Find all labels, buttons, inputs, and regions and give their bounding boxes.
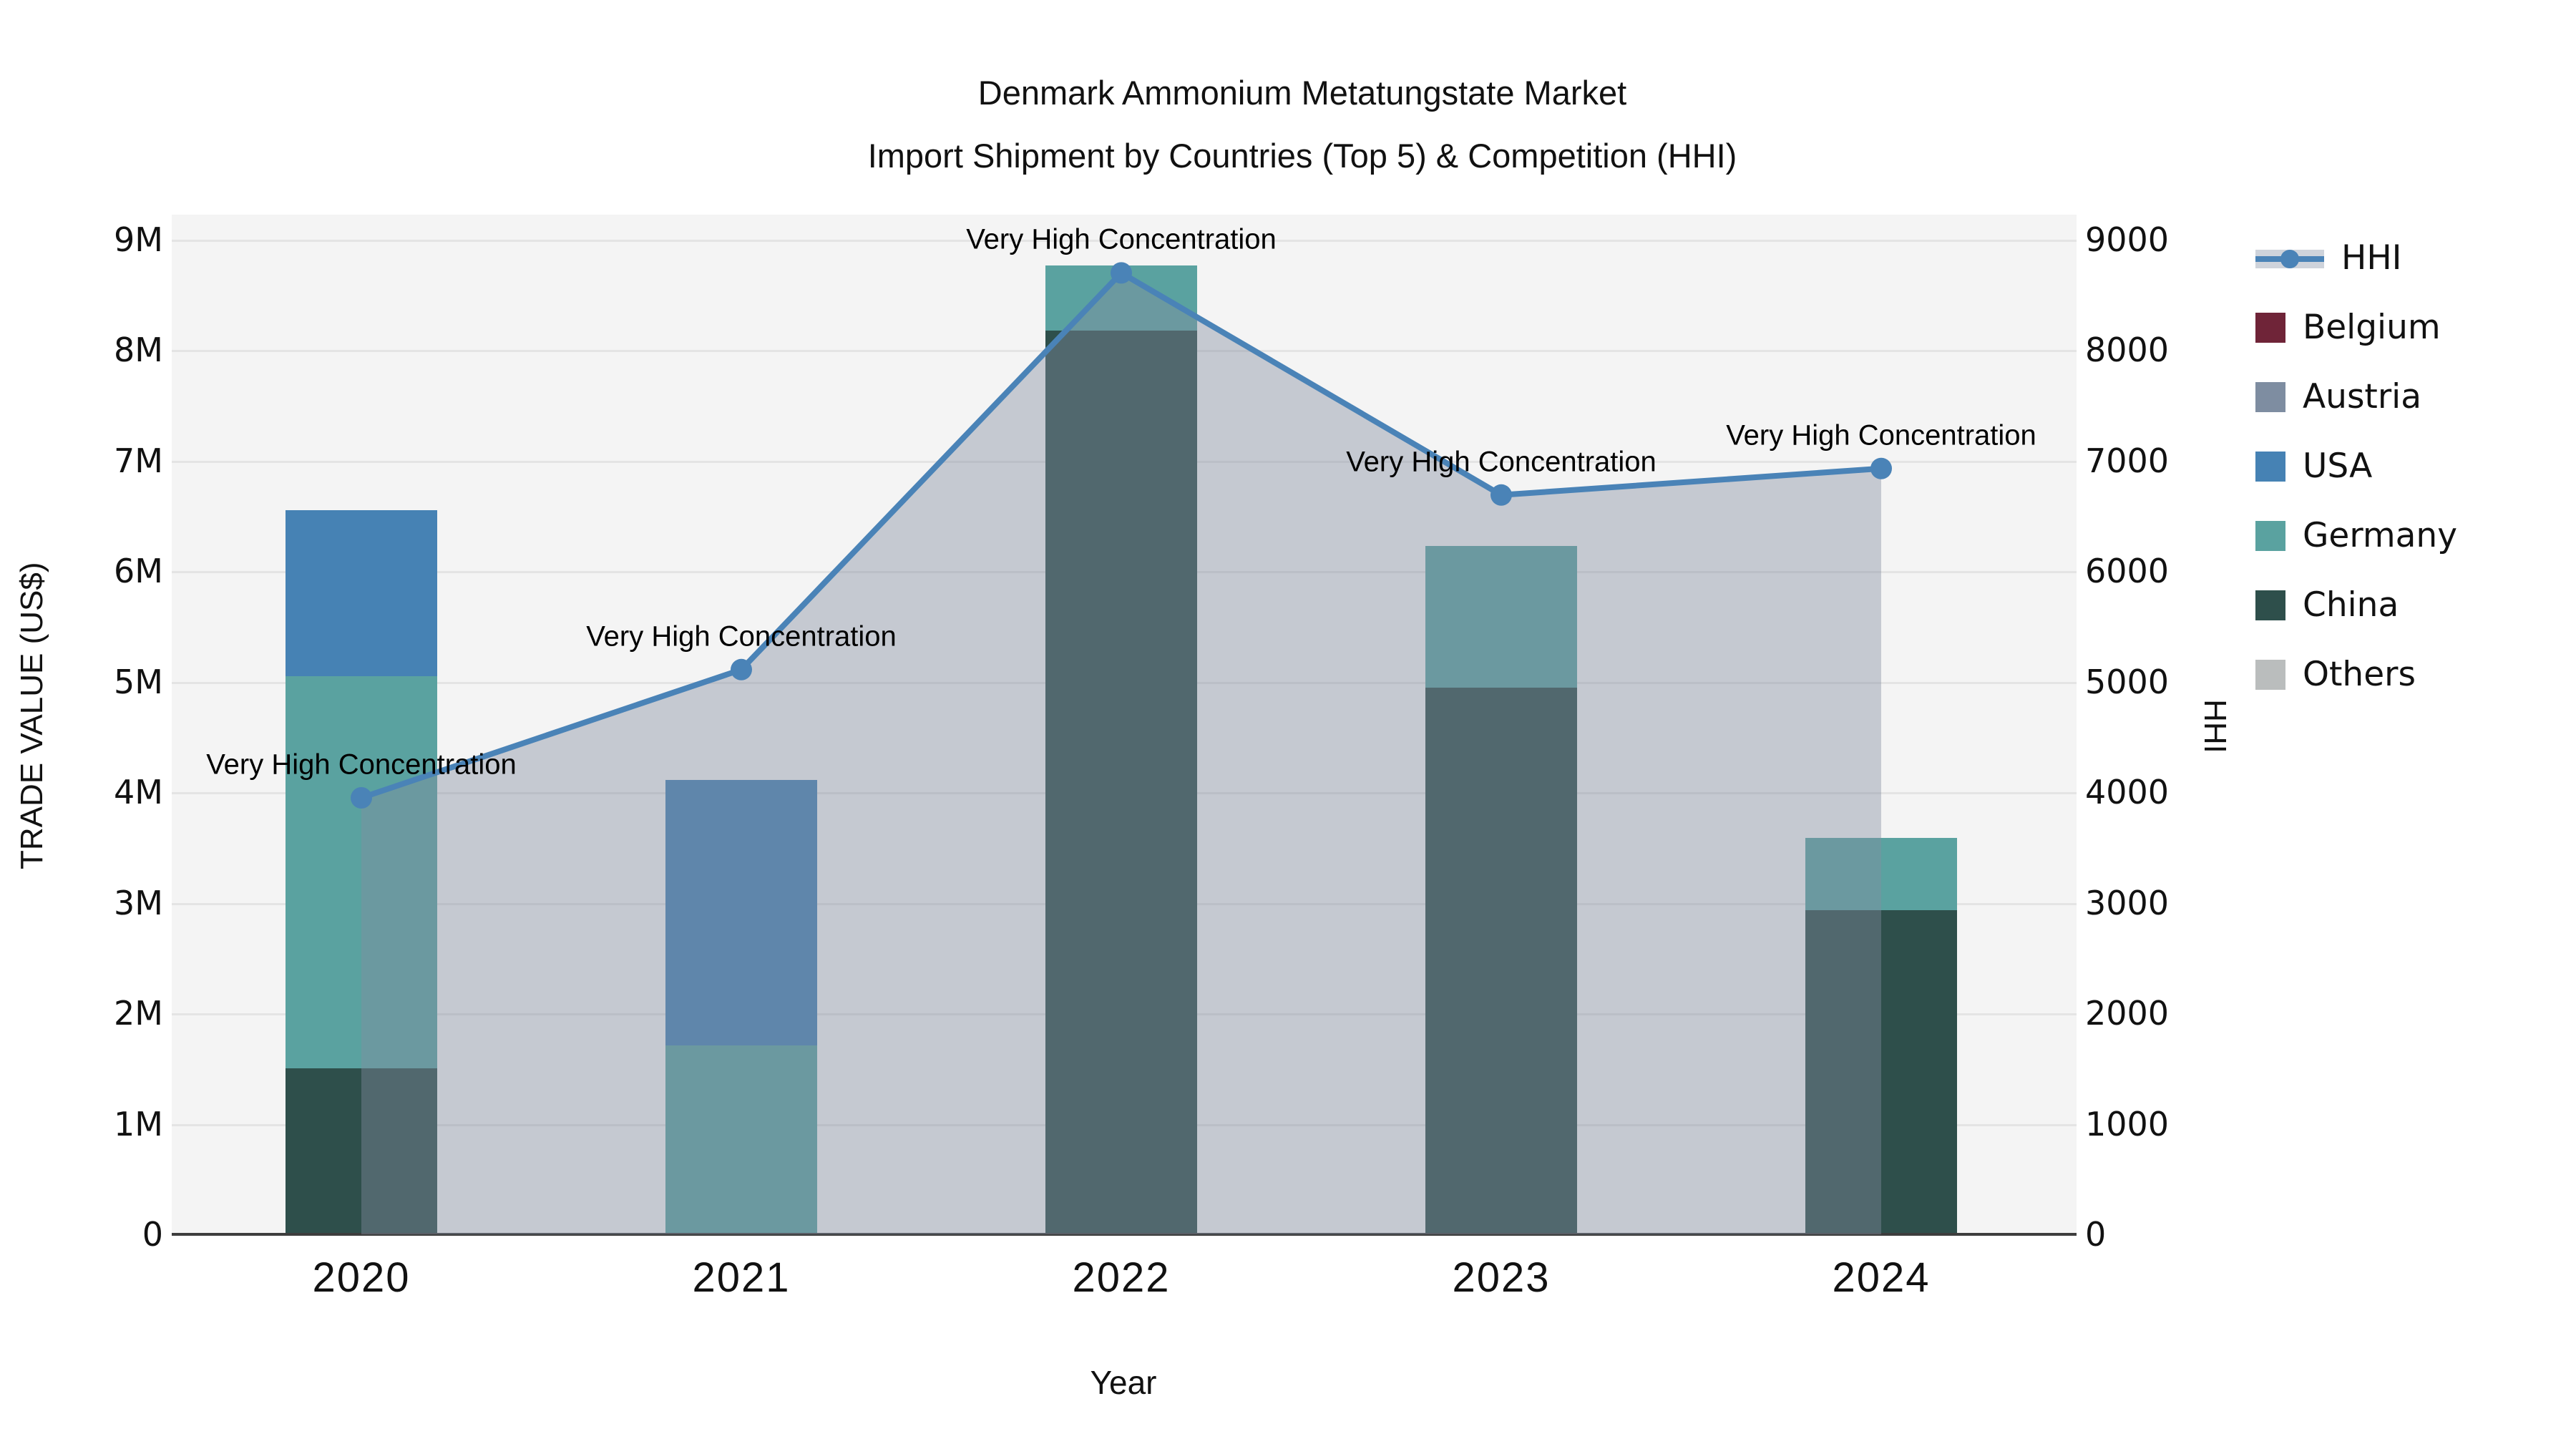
bar-segment-usa-2020 <box>286 510 437 677</box>
y-axis-right-title: HHI <box>2197 699 2233 753</box>
hhi-legend-marker <box>2280 249 2299 268</box>
legend-label-usa: USA <box>2303 447 2373 486</box>
y-right-tick-4000: 4000 <box>2085 773 2170 812</box>
y-left-tick-8M: 8M <box>114 331 163 370</box>
plot-area <box>172 215 2077 1234</box>
annotation-2020: Very High Concentration <box>206 748 517 781</box>
legend-item-germany: Germany <box>2255 501 2457 570</box>
legend-item-austria: Austria <box>2255 362 2421 431</box>
bar-segment-china-2020 <box>286 1068 437 1234</box>
y-right-tick-1000: 1000 <box>2085 1104 2170 1143</box>
x-tick-2020: 2020 <box>312 1254 411 1301</box>
bar-segment-china-2022 <box>1045 330 1197 1234</box>
chart-title-line1: Denmark Ammonium Metatungstate Market <box>977 74 1627 112</box>
x-tick-2024: 2024 <box>1832 1254 1931 1301</box>
y-left-tick-9M: 9M <box>114 220 163 260</box>
y-left-tick-4M: 4M <box>114 773 163 812</box>
bar-segment-usa-2021 <box>665 780 817 1045</box>
legend-label-china: China <box>2303 585 2399 625</box>
annotation-2022: Very High Concentration <box>966 223 1277 255</box>
y-right-tick-6000: 6000 <box>2085 552 2170 591</box>
x-tick-2022: 2022 <box>1072 1254 1171 1301</box>
y-right-tick-5000: 5000 <box>2085 662 2170 701</box>
legend-swatch-others <box>2255 659 2285 690</box>
gridline <box>172 240 2077 243</box>
legend-label-hhi: HHI <box>2341 238 2402 278</box>
legend-item-belgium: Belgium <box>2255 293 2441 362</box>
legend-item-usa: USA <box>2255 431 2372 501</box>
bar-segment-germany-2022 <box>1045 265 1197 331</box>
x-axis-title: Year <box>1090 1364 1157 1401</box>
annotation-2021: Very High Concentration <box>586 620 897 653</box>
legend-item-others: Others <box>2255 640 2416 709</box>
y-left-tick-2M: 2M <box>114 994 163 1033</box>
y-axis-left-title: TRADE VALUE (US$) <box>14 562 49 870</box>
y-left-tick-6M: 6M <box>114 552 163 591</box>
annotation-2023: Very High Concentration <box>1346 446 1657 478</box>
y-left-tick-0: 0 <box>142 1215 163 1254</box>
legend-swatch-belgium <box>2255 312 2285 343</box>
x-tick-2023: 2023 <box>1452 1254 1551 1301</box>
legend-label-belgium: Belgium <box>2303 308 2441 347</box>
y-left-tick-7M: 7M <box>114 441 163 480</box>
legend-item-china: China <box>2255 570 2399 640</box>
y-left-tick-3M: 3M <box>114 883 163 922</box>
hhi-legend-sample <box>2255 244 2324 273</box>
legend-swatch-austria <box>2255 381 2285 412</box>
y-right-tick-8000: 8000 <box>2085 331 2170 370</box>
annotation-2024: Very High Concentration <box>1726 419 2036 452</box>
chart-title-line2: Import Shipment by Countries (Top 5) & C… <box>867 137 1737 175</box>
legend-label-austria: Austria <box>2303 377 2422 416</box>
bar-segment-germany-2024 <box>1805 837 1957 911</box>
legend-label-germany: Germany <box>2303 516 2458 555</box>
y-right-tick-0: 0 <box>2085 1215 2107 1254</box>
y-right-tick-9000: 9000 <box>2085 220 2170 260</box>
legend-swatch-usa <box>2255 451 2285 482</box>
y-right-tick-2000: 2000 <box>2085 994 2170 1033</box>
legend-swatch-germany <box>2255 520 2285 551</box>
legend-label-others: Others <box>2303 655 2416 694</box>
bar-segment-china-2024 <box>1805 910 1957 1234</box>
x-tick-2021: 2021 <box>692 1254 791 1301</box>
y-right-tick-3000: 3000 <box>2085 883 2170 922</box>
bar-segment-germany-2021 <box>665 1045 817 1234</box>
y-right-tick-7000: 7000 <box>2085 441 2170 480</box>
bar-segment-germany-2023 <box>1425 545 1577 688</box>
legend-swatch-china <box>2255 590 2285 620</box>
x-axis-line <box>172 1233 2077 1236</box>
y-left-tick-5M: 5M <box>114 662 163 701</box>
y-left-tick-1M: 1M <box>114 1104 163 1143</box>
legend-item-hhi: HHI <box>2255 223 2402 293</box>
bar-segment-germany-2020 <box>286 676 437 1069</box>
bar-segment-china-2023 <box>1425 687 1577 1234</box>
